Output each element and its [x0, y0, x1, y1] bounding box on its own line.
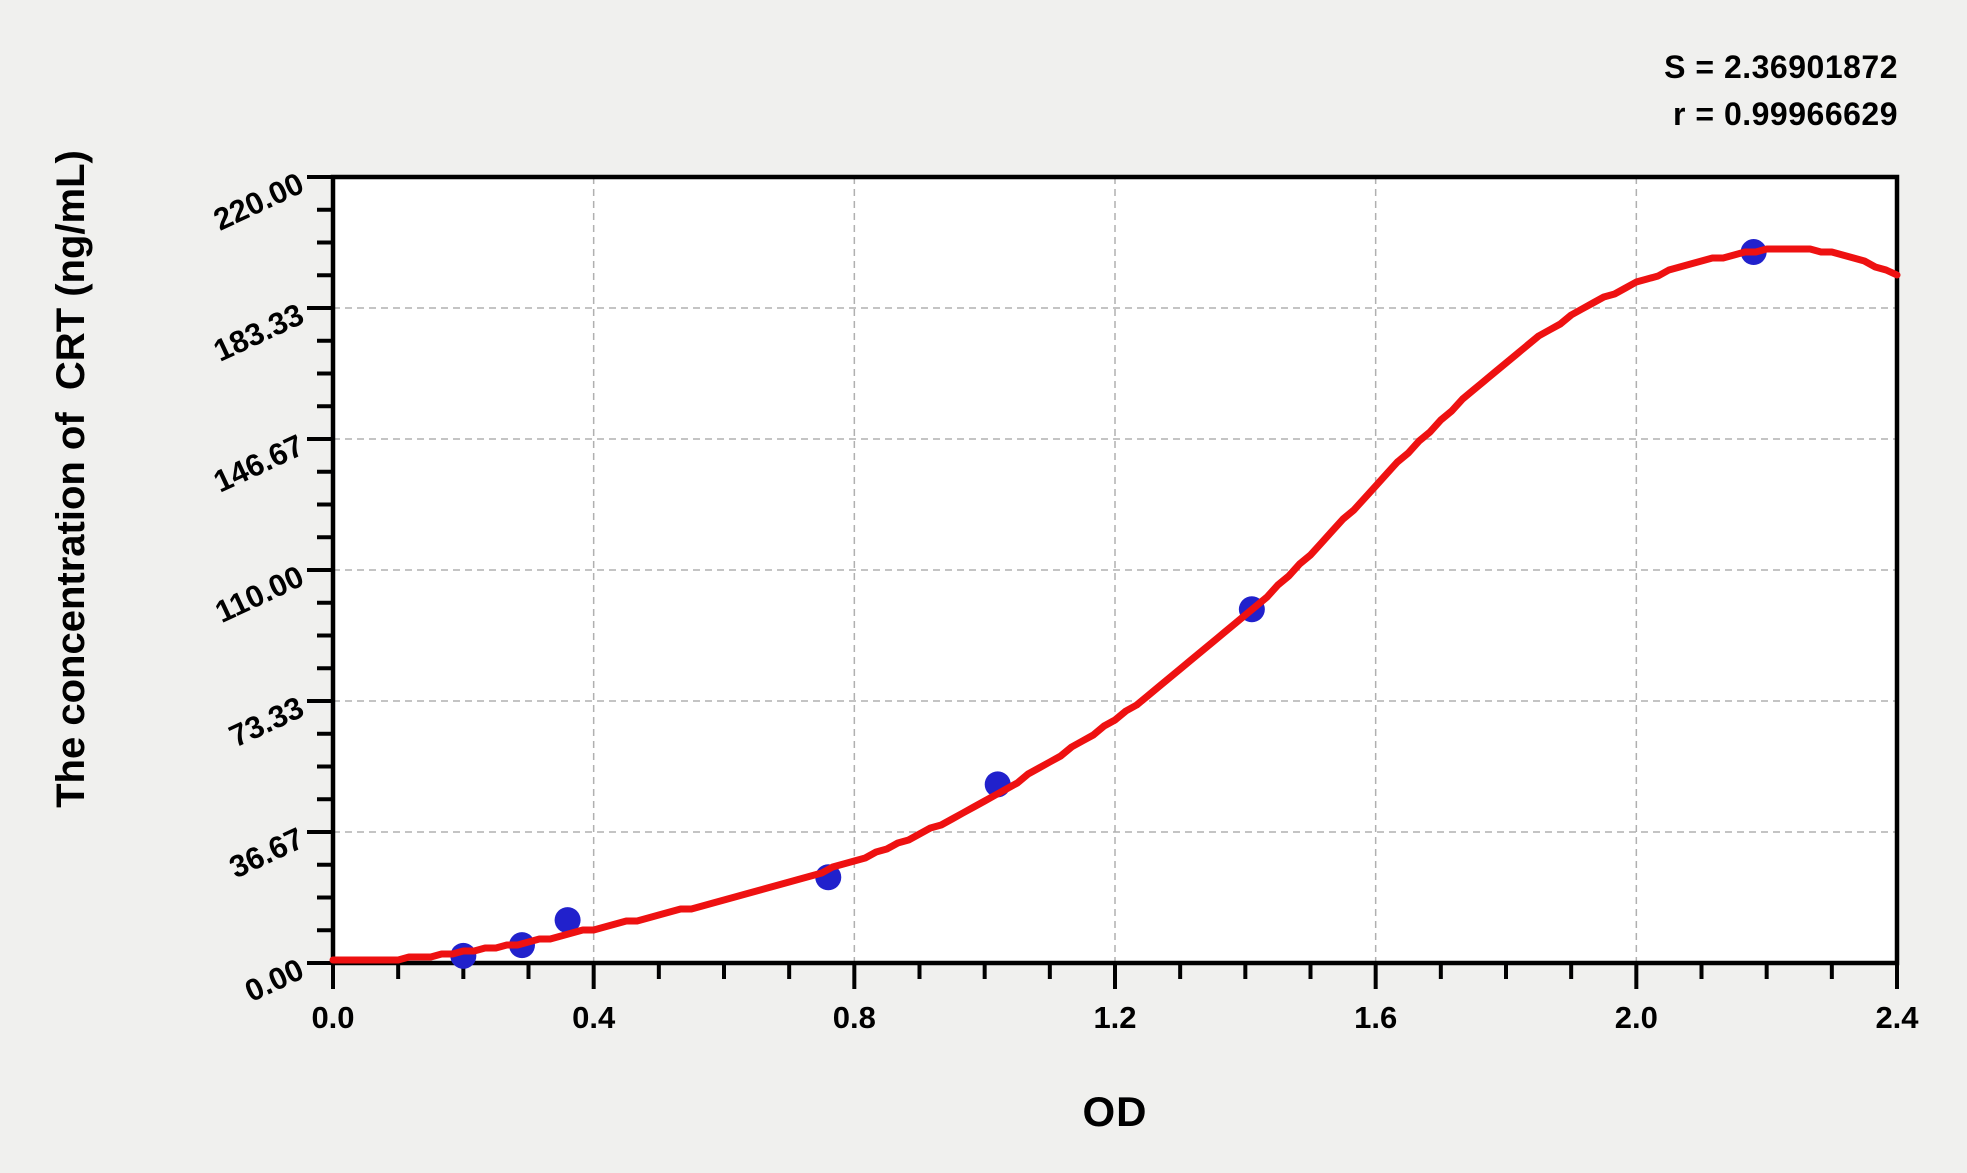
x-tick-label: 0.8	[833, 1000, 876, 1035]
r-statistic: r = 0.99966629	[1673, 96, 1898, 132]
x-tick-label: 1.6	[1354, 1000, 1397, 1035]
x-tick-label: 2.4	[1875, 1000, 1919, 1035]
y-tick-label: 220.00	[208, 166, 309, 238]
y-tick-label: 146.67	[208, 428, 309, 500]
data-point	[554, 907, 581, 934]
y-tick-label: 110.00	[210, 559, 309, 630]
x-tick-label: 0.0	[311, 1000, 354, 1035]
x-tick-label: 1.2	[1093, 1000, 1136, 1035]
fitted-curve	[329, 245, 1901, 964]
y-tick-label: 73.33	[224, 690, 309, 755]
fit-statistics: S = 2.36901872 r = 0.99966629	[1664, 44, 1898, 138]
plot-frame	[330, 174, 1900, 966]
s-statistic: S = 2.36901872	[1664, 49, 1898, 85]
x-axis-title: OD	[1082, 1088, 1148, 1135]
y-tick-label: 0.00	[239, 952, 308, 1009]
x-tick-label: 2.0	[1615, 1000, 1658, 1035]
y-tick-label: 36.67	[224, 821, 309, 886]
x-tick-label: 0.4	[572, 1000, 616, 1035]
y-tick-label: 183.33	[208, 297, 309, 369]
